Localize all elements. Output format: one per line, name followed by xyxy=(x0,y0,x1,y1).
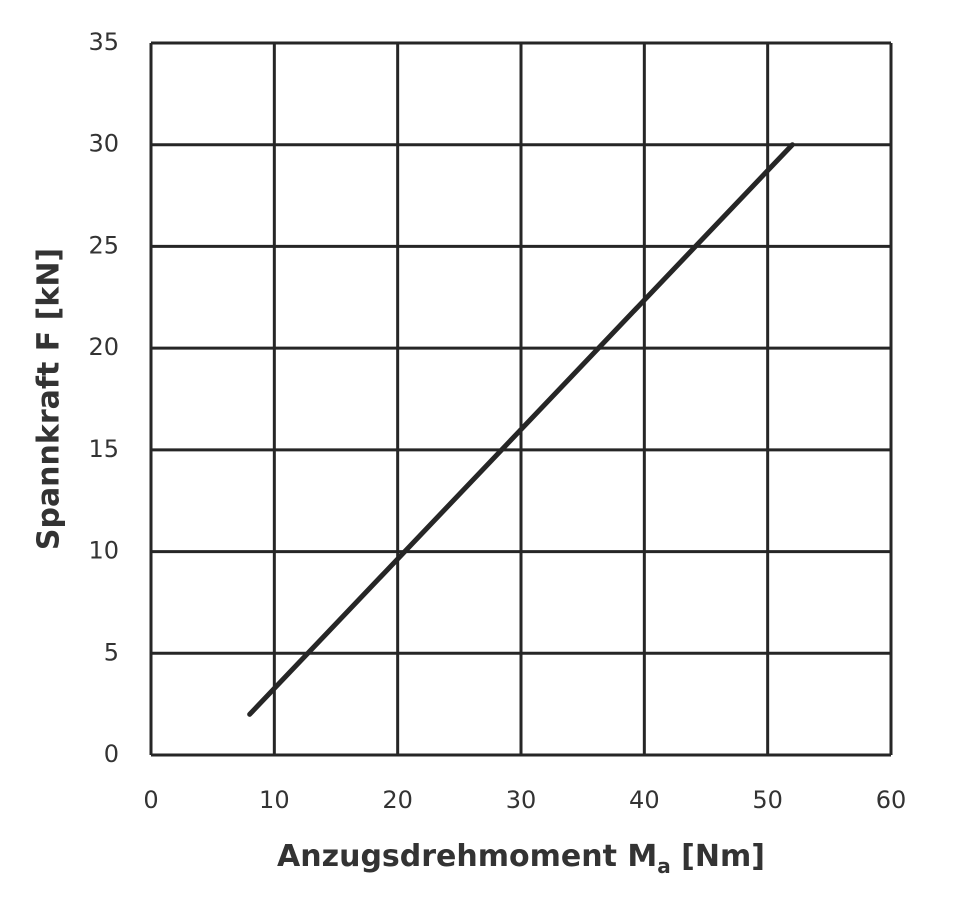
y-tick-label: 15 xyxy=(88,435,119,463)
x-tick-label: 10 xyxy=(259,786,290,814)
x-label-main: Anzugsdrehmoment M xyxy=(277,839,657,874)
data-line xyxy=(247,142,795,717)
y-tick-label: 0 xyxy=(104,740,119,768)
y-axis-label: Spannkraft F [kN] xyxy=(32,248,67,550)
y-tick-label: 25 xyxy=(88,231,119,259)
y-tick-label: 35 xyxy=(88,28,119,56)
y-tick-label: 30 xyxy=(88,130,119,158)
x-tick-label: 30 xyxy=(506,786,537,814)
x-tick-label: 40 xyxy=(629,786,660,814)
y-tick-label: 20 xyxy=(88,333,119,361)
x-label-unit: [Nm] xyxy=(671,839,765,874)
x-tick-label: 0 xyxy=(143,786,158,814)
y-tick-label: 5 xyxy=(104,638,119,666)
x-tick-label: 20 xyxy=(382,786,413,814)
x-tick-label: 60 xyxy=(876,786,907,814)
x-tick-label: 50 xyxy=(752,786,783,814)
x-axis-label: Anzugsdrehmoment Ma [Nm] xyxy=(277,839,765,878)
y-tick-label: 10 xyxy=(88,537,119,565)
x-label-subscript: a xyxy=(657,854,671,878)
